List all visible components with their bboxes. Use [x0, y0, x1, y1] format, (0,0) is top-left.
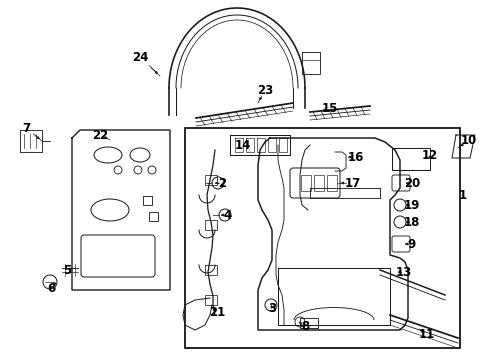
Text: 17: 17 [345, 176, 361, 189]
Text: 7: 7 [22, 122, 30, 135]
Bar [300, 318, 318, 328]
Bar [205, 295, 217, 305]
Bar [392, 148, 430, 170]
Text: 18: 18 [404, 216, 420, 229]
Text: 19: 19 [404, 198, 420, 212]
Bar [149, 212, 158, 221]
Text: 1: 1 [459, 189, 467, 202]
Text: 24: 24 [132, 50, 148, 63]
Bar [301, 175, 311, 191]
Text: 9: 9 [407, 238, 415, 251]
Bar [205, 220, 217, 230]
Text: 16: 16 [348, 150, 364, 163]
Text: 8: 8 [301, 320, 309, 333]
Text: 2: 2 [218, 176, 226, 189]
Text: 4: 4 [224, 208, 232, 221]
Bar [185, 128, 460, 348]
Text: 21: 21 [209, 306, 225, 320]
Text: 20: 20 [404, 176, 420, 189]
Text: 22: 22 [92, 129, 108, 141]
Text: 6: 6 [47, 282, 55, 294]
Text: 13: 13 [396, 266, 412, 279]
Bar [327, 175, 337, 191]
Text: 10: 10 [461, 134, 477, 147]
Text: 12: 12 [422, 149, 438, 162]
Text: 23: 23 [257, 84, 273, 96]
Text: 14: 14 [235, 139, 251, 152]
Bar [143, 196, 152, 205]
Text: 3: 3 [268, 302, 276, 315]
Bar [314, 175, 324, 191]
Text: 5: 5 [63, 264, 71, 276]
Text: 11: 11 [419, 328, 435, 341]
Bar [205, 265, 217, 275]
Bar [205, 175, 217, 185]
Text: 15: 15 [322, 102, 338, 114]
